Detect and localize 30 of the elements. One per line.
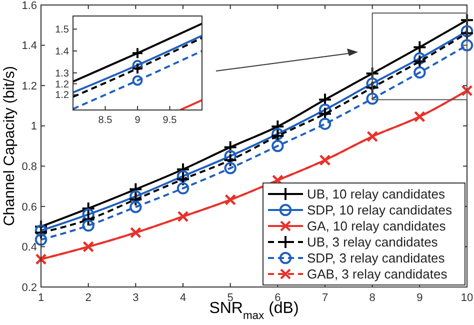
legend-label: GA, 10 relay candidates [307,218,446,234]
x-tick-label: 3 [132,292,139,304]
legend-label: UB, 10 relay candidates [307,186,446,202]
x-tick-label: 9 [134,115,141,126]
y-tick-label: 1.3 [55,68,70,80]
y-tick-label: 1.2 [22,80,37,92]
x-tick-label: 4 [180,292,186,304]
y-tick-label: 1.5 [55,24,70,36]
y-tick-label: 0.6 [22,201,37,214]
legend-label: GAB, 3 relay candidates [307,266,448,282]
x-tick-label: 7 [322,292,328,304]
y-tick-label: 1.4 [22,40,37,52]
legend-label: SDP, 10 relay candidates [307,202,453,218]
x-tick-label: 9 [416,292,423,304]
legend-label: UB, 3 relay candidates [307,234,438,250]
y-tick-label: 1.2 [55,79,70,90]
x-tick-label: 9.5 [162,115,178,126]
legend-label: SDP, 3 relay candidates [307,250,446,266]
y-tick-label: 1.4 [55,46,70,58]
y-tick-label: 0.2 [22,282,37,294]
y-tick-label: 1.6 [22,0,37,12]
x-tick-label: 2 [85,292,92,304]
x-tick-label: 8 [369,292,376,304]
x-tick-label: 1 [38,292,44,304]
y-tick-label: 0.4 [22,242,37,254]
y-axis-title: Channel Capacity (bit/s) [1,66,18,226]
x-tick-label: 8.5 [98,115,113,126]
x-tick-label: 10 [460,292,474,304]
y-tick-label: 1.2 [55,90,70,102]
y-tick-label: 0.8 [22,160,37,173]
